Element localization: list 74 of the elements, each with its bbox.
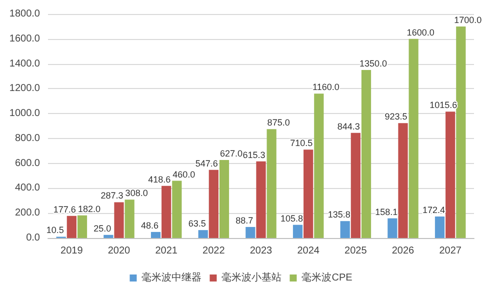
bar bbox=[208, 170, 218, 238]
bar bbox=[350, 132, 360, 238]
bar bbox=[434, 216, 445, 238]
data-label: 48.6 bbox=[140, 220, 159, 230]
data-label: 135.8 bbox=[328, 210, 350, 220]
data-label: 63.5 bbox=[188, 218, 206, 229]
bar bbox=[408, 38, 418, 238]
bar bbox=[446, 112, 456, 238]
data-label: 418.6 bbox=[148, 174, 171, 184]
x-tick-label: 2025 bbox=[344, 246, 368, 256]
x-tick-label: 2023 bbox=[250, 246, 273, 256]
data-label: 923.5 bbox=[384, 112, 408, 122]
y-tick-label: 1000.0 bbox=[9, 108, 40, 120]
x-tick-label: 2024 bbox=[297, 246, 320, 256]
bar bbox=[124, 200, 134, 238]
legend-label: 毫米波中继器 bbox=[142, 272, 202, 284]
data-label: 1350.0 bbox=[359, 58, 388, 68]
legend-label: 毫米波CPE bbox=[302, 272, 353, 284]
bar bbox=[114, 202, 124, 238]
bar bbox=[104, 234, 114, 238]
bar bbox=[256, 161, 266, 238]
data-label: 1160.0 bbox=[312, 82, 340, 92]
bar bbox=[361, 70, 372, 238]
y-tick-label: 1800.0 bbox=[9, 8, 40, 20]
data-label: 182.0 bbox=[78, 204, 101, 214]
x-tick-label: 2020 bbox=[108, 246, 131, 256]
bar bbox=[266, 129, 276, 238]
bar bbox=[162, 186, 172, 238]
bar bbox=[198, 230, 208, 238]
data-label: 287.3 bbox=[100, 190, 124, 201]
y-tick-label: 800.0 bbox=[14, 132, 40, 144]
x-tick-label: 2027 bbox=[439, 246, 462, 256]
y-tick-label: 1600.0 bbox=[9, 33, 40, 44]
bar bbox=[150, 232, 161, 238]
y-tick-label: 400.0 bbox=[14, 182, 40, 194]
x-tick-label: 2021 bbox=[155, 246, 178, 256]
y-tick-label: 1400.0 bbox=[9, 58, 40, 70]
bar bbox=[66, 216, 76, 238]
bar bbox=[292, 224, 303, 238]
bar bbox=[77, 215, 88, 238]
data-label: 710.5 bbox=[290, 138, 313, 148]
data-label: 615.3 bbox=[242, 150, 266, 160]
x-tick-label: 2019 bbox=[60, 246, 84, 256]
data-label: 177.6 bbox=[53, 204, 76, 214]
data-label: 460.0 bbox=[172, 169, 196, 180]
data-label: 1600.0 bbox=[406, 27, 434, 38]
bar bbox=[340, 221, 350, 238]
data-label: 158.1 bbox=[375, 206, 398, 217]
bar bbox=[398, 123, 408, 238]
data-label: 627.0 bbox=[220, 148, 243, 158]
y-tick-label: 600.0 bbox=[14, 158, 40, 169]
data-label: 105.8 bbox=[280, 213, 304, 224]
data-label: 308.0 bbox=[125, 188, 148, 198]
bar bbox=[304, 150, 314, 238]
y-tick-label: 1200.0 bbox=[9, 83, 40, 94]
data-label: 1700.0 bbox=[454, 14, 482, 25]
bar bbox=[456, 26, 466, 238]
y-tick-label: 200.0 bbox=[14, 208, 40, 219]
bar bbox=[219, 160, 230, 238]
data-label: 88.7 bbox=[236, 215, 254, 226]
data-label: 10.5 bbox=[46, 225, 64, 236]
data-label: 875.0 bbox=[267, 118, 290, 128]
data-label: 844.3 bbox=[337, 121, 360, 132]
x-tick-label: 2026 bbox=[392, 246, 415, 256]
bar bbox=[172, 180, 182, 238]
bar bbox=[314, 94, 324, 238]
legend-label: 毫米波小基站 bbox=[222, 272, 282, 284]
data-label: 172.4 bbox=[422, 205, 446, 216]
x-tick-label: 2022 bbox=[202, 246, 226, 256]
bar bbox=[388, 218, 398, 238]
y-tick-label: 0.0 bbox=[26, 232, 40, 244]
data-label: 547.6 bbox=[195, 158, 218, 168]
data-label: 25.0 bbox=[94, 223, 112, 234]
bar bbox=[246, 226, 256, 238]
